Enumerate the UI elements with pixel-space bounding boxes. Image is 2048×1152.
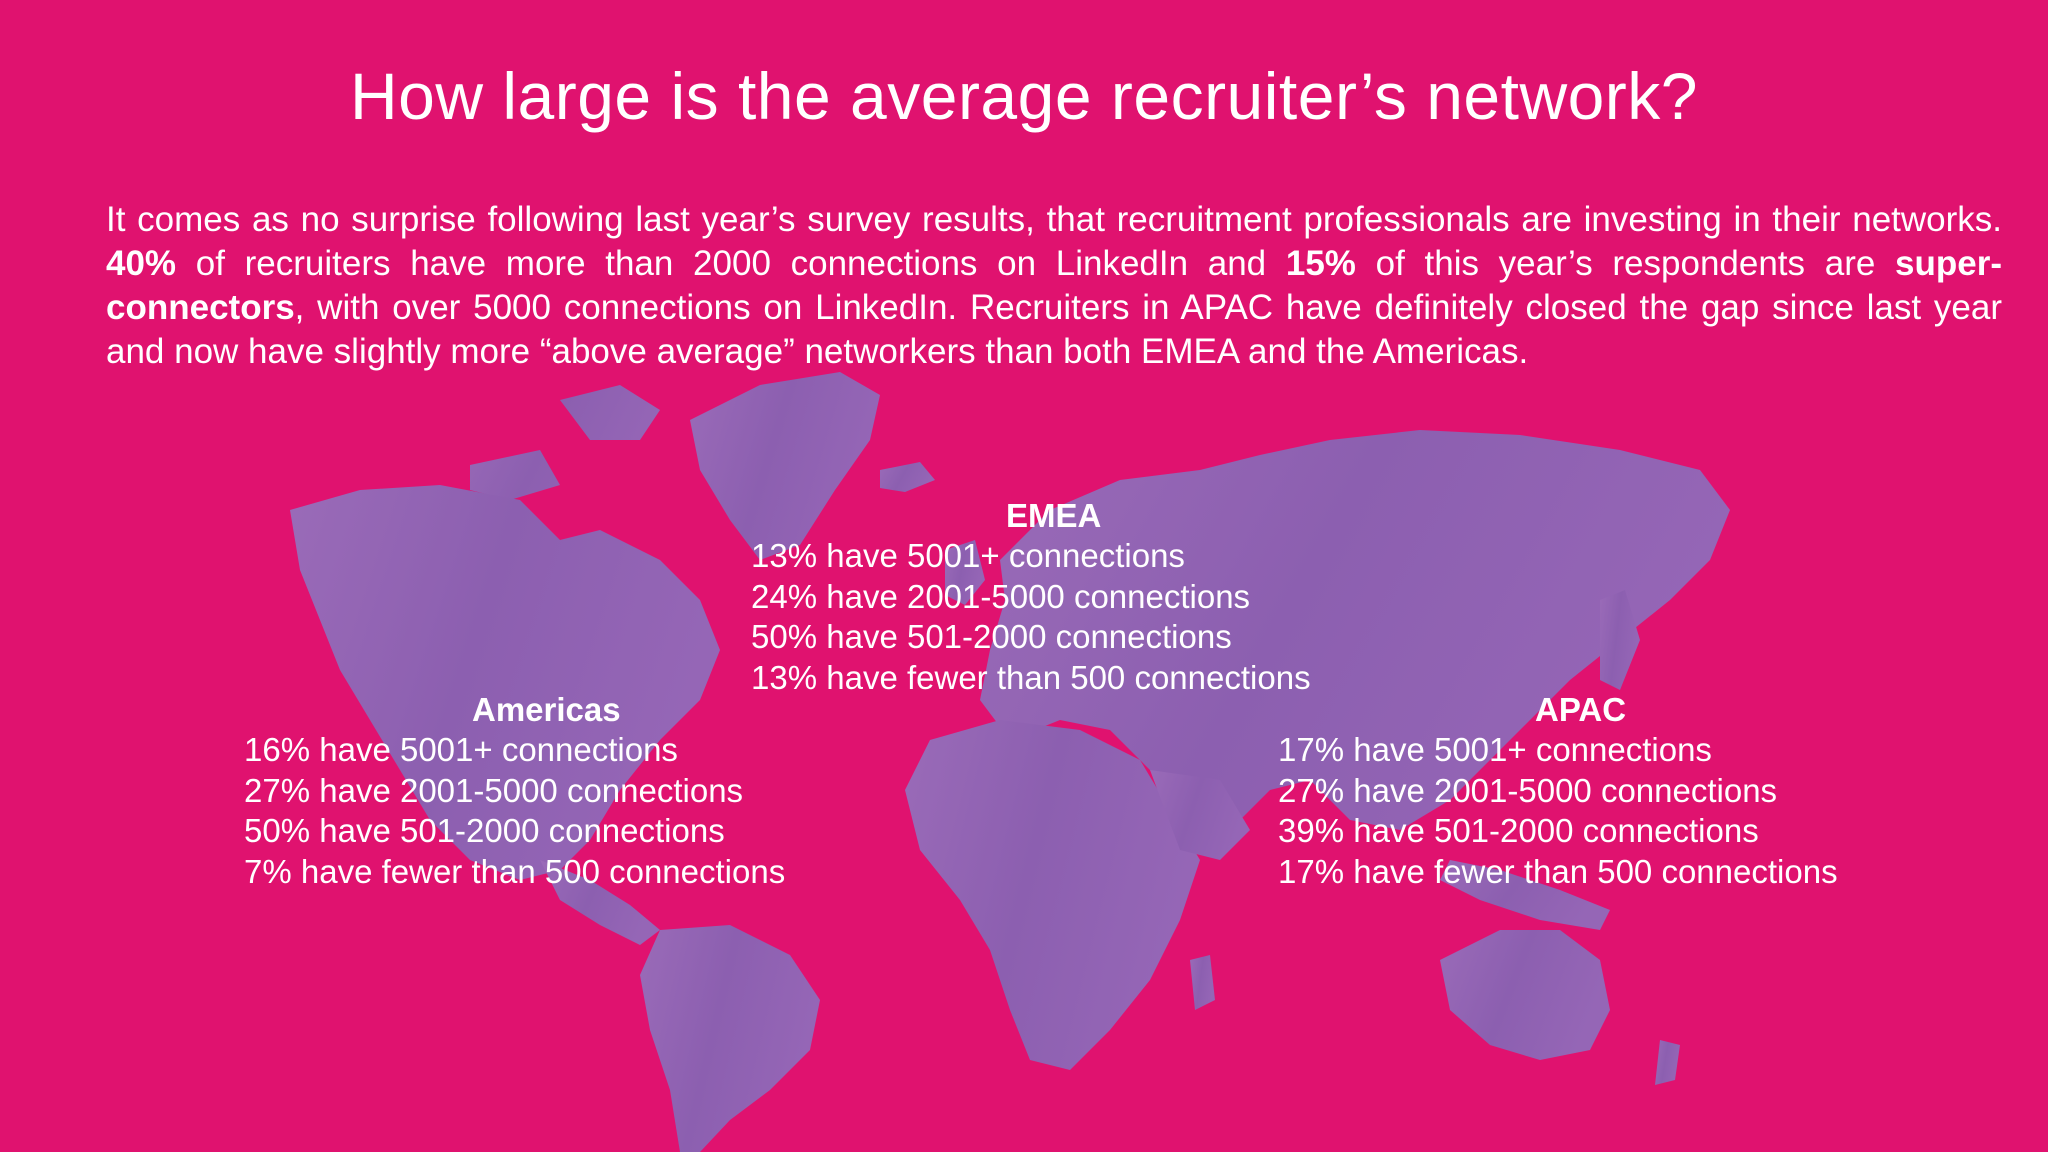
stat-row: 27% have 2001-5000 connections: [1278, 771, 1838, 812]
stat-row: 7% have fewer than 500 connections: [244, 852, 785, 893]
stat-percent: 13%: [751, 658, 818, 696]
stat-label: have 2001-5000 connections: [319, 771, 744, 809]
stat-label: have 501-2000 connections: [1353, 812, 1759, 849]
stat-label: have 5001+ connections: [826, 537, 1185, 574]
stat-row: 50% have 501-2000 connections: [751, 617, 1311, 658]
intro-text-4: , with over 5000 connections on LinkedIn…: [106, 288, 2002, 371]
stat-percent: 17%: [1278, 852, 1345, 890]
region-title: APAC: [1535, 691, 1627, 728]
stat-label: have 5001+ connections: [1353, 731, 1712, 768]
new-zealand-shape: [1655, 1040, 1680, 1085]
stat-percent: 39%: [1278, 812, 1345, 849]
stat-label: have 501-2000 connections: [826, 618, 1232, 655]
africa-shape: [905, 720, 1200, 1070]
page-title: How large is the average recruiter’s net…: [349, 59, 1698, 133]
region-americas: Americas 16% have 5001+ connections 27% …: [244, 690, 785, 892]
intro-highlight-super-connectors: super-connectors: [106, 244, 2002, 327]
arctic-islands-shape: [470, 385, 660, 500]
region-apac: APAC 17% have 5001+ connections 27% have…: [1278, 690, 1838, 892]
stat-label: have 501-2000 connections: [319, 812, 725, 849]
stat-percent: 16%: [244, 731, 311, 768]
stat-label: have fewer than 500 connections: [300, 852, 786, 890]
stat-row: 27% have 2001-5000 connections: [244, 771, 785, 812]
australia-shape: [1440, 930, 1610, 1060]
stat-percent: 50%: [244, 812, 311, 849]
stat-row: 24% have 2001-5000 connections: [751, 577, 1311, 618]
arabia-shape: [1150, 770, 1250, 860]
stat-row: 17% have fewer than 500 connections: [1278, 852, 1838, 893]
intro-text-1: It comes as no surprise following last y…: [106, 200, 2002, 239]
region-emea: EMEA 13% have 5001+ connections 24% have…: [751, 496, 1311, 698]
stat-percent: 17%: [1278, 731, 1345, 768]
stat-row: 39% have 501-2000 connections: [1278, 811, 1838, 852]
stat-percent: 27%: [1278, 771, 1345, 809]
central-america-shape: [540, 860, 660, 945]
stat-row: 16% have 5001+ connections: [244, 730, 785, 771]
stat-row: 13% have fewer than 500 connections: [751, 658, 1311, 699]
greenland-shape: [690, 372, 880, 560]
iceland-shape: [880, 462, 935, 492]
region-title: Americas: [472, 691, 621, 728]
stat-percent: 7%: [244, 852, 292, 890]
north-america-shape: [290, 485, 720, 880]
stat-row: 17% have 5001+ connections: [1278, 730, 1838, 771]
stat-label: have fewer than 500 connections: [826, 658, 1311, 696]
stat-percent: 13%: [751, 537, 818, 574]
stat-row: 13% have 5001+ connections: [751, 536, 1311, 577]
intro-text-2: of recruiters have more than 2000 connec…: [176, 244, 1286, 283]
stat-label: have 2001-5000 connections: [1353, 771, 1778, 809]
intro-highlight-15: 15%: [1285, 244, 1356, 283]
stat-percent: 24%: [751, 577, 818, 615]
intro-text-3: of this year’s respondents are: [1355, 244, 1896, 283]
south-america-shape: [640, 925, 820, 1152]
stat-label: have 2001-5000 connections: [826, 577, 1251, 615]
uk-shape: [945, 540, 985, 605]
intro-paragraph: It comes as no surprise following last y…: [106, 198, 2002, 374]
region-title: EMEA: [1006, 497, 1102, 534]
eurasia-shape: [980, 430, 1730, 830]
stat-label: have fewer than 500 connections: [1353, 852, 1838, 890]
stat-percent: 50%: [751, 618, 818, 655]
stat-row: 50% have 501-2000 connections: [244, 811, 785, 852]
madagascar-shape: [1190, 955, 1215, 1010]
stat-percent: 27%: [244, 771, 311, 809]
indonesia-shape: [1440, 860, 1610, 930]
stat-label: have 5001+ connections: [319, 731, 678, 768]
japan-shape: [1600, 590, 1640, 690]
intro-highlight-40: 40%: [106, 244, 177, 283]
